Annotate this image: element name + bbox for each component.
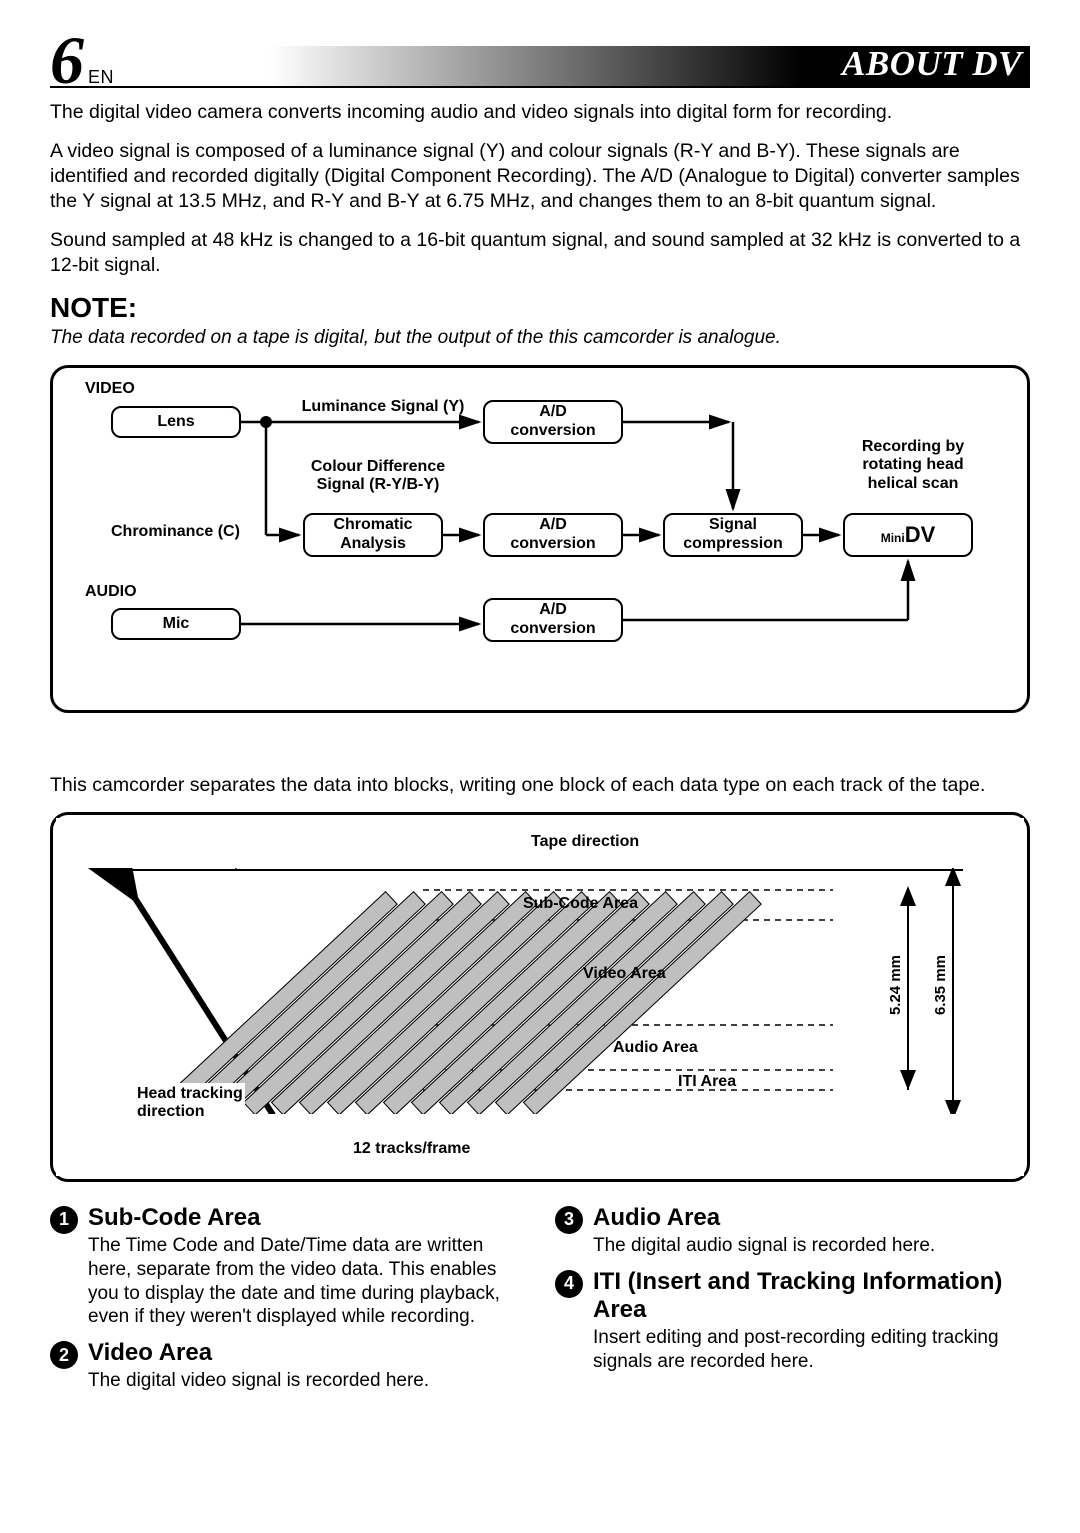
area-4: 4 ITI (Insert and Tracking Information) … (555, 1268, 1030, 1374)
subcode-area-label: Sub-Code Area (523, 895, 638, 913)
area-3: 3 Audio Area The digital audio signal is… (555, 1204, 1030, 1258)
audio-area-label: Audio Area (613, 1039, 698, 1057)
page-title: ABOUT DV (842, 44, 1022, 84)
intro-p2: A video signal is composed of a luminanc… (50, 139, 1030, 214)
intro-p1: The digital video camera converts incomi… (50, 100, 1030, 125)
page-header: 6 EN ABOUT DV (50, 30, 1030, 88)
area-4-title: ITI (Insert and Tracking Information) Ar… (593, 1268, 1030, 1324)
area-3-text: The digital audio signal is recorded her… (593, 1234, 935, 1258)
signal-flow-diagram: VIDEO Lens Luminance Signal (Y) A/D conv… (50, 365, 1030, 713)
note-label: NOTE: (50, 292, 1030, 324)
bullet-3-icon: 3 (555, 1206, 583, 1234)
measure-524: 5.24 mm (887, 955, 904, 1015)
area-1: 1 Sub-Code Area The Time Code and Date/T… (50, 1204, 525, 1330)
area-2-title: Video Area (88, 1339, 429, 1367)
head-tracking-label: Head tracking direction (135, 1083, 245, 1123)
tracks-per-frame-label: 12 tracks/frame (353, 1140, 470, 1158)
lang-code: EN (88, 67, 114, 88)
note-text: The data recorded on a tape is digital, … (50, 327, 1030, 349)
measure-635: 6.35 mm (932, 955, 949, 1015)
video-area-label: Video Area (583, 965, 666, 983)
bullet-4-icon: 4 (555, 1270, 583, 1298)
iti-area-label: ITI Area (678, 1073, 736, 1091)
tape-direction-label: Tape direction (531, 833, 639, 851)
header-left: 6 EN (50, 30, 114, 91)
mask-bottom (56, 1114, 1024, 1176)
page-number: 6 (50, 30, 84, 91)
bullet-1-icon: 1 (50, 1206, 78, 1234)
mid-para: This camcorder separates the data into b… (50, 773, 1030, 798)
area-4-text: Insert editing and post-recording editin… (593, 1326, 1030, 1374)
area-3-title: Audio Area (593, 1204, 935, 1232)
area-definitions: 1 Sub-Code Area The Time Code and Date/T… (50, 1204, 1030, 1404)
area-1-text: The Time Code and Date/Time data are wri… (88, 1234, 525, 1330)
area-2-text: The digital video signal is recorded her… (88, 1369, 429, 1393)
intro-p3: Sound sampled at 48 kHz is changed to a … (50, 228, 1030, 278)
flow-arrows-svg (53, 368, 1027, 710)
bullet-2-icon: 2 (50, 1341, 78, 1369)
area-2: 2 Video Area The digital video signal is… (50, 1339, 525, 1393)
area-1-title: Sub-Code Area (88, 1204, 525, 1232)
tape-tracks-diagram: Tape direction Sub-Code Area Video Area … (50, 812, 1030, 1182)
